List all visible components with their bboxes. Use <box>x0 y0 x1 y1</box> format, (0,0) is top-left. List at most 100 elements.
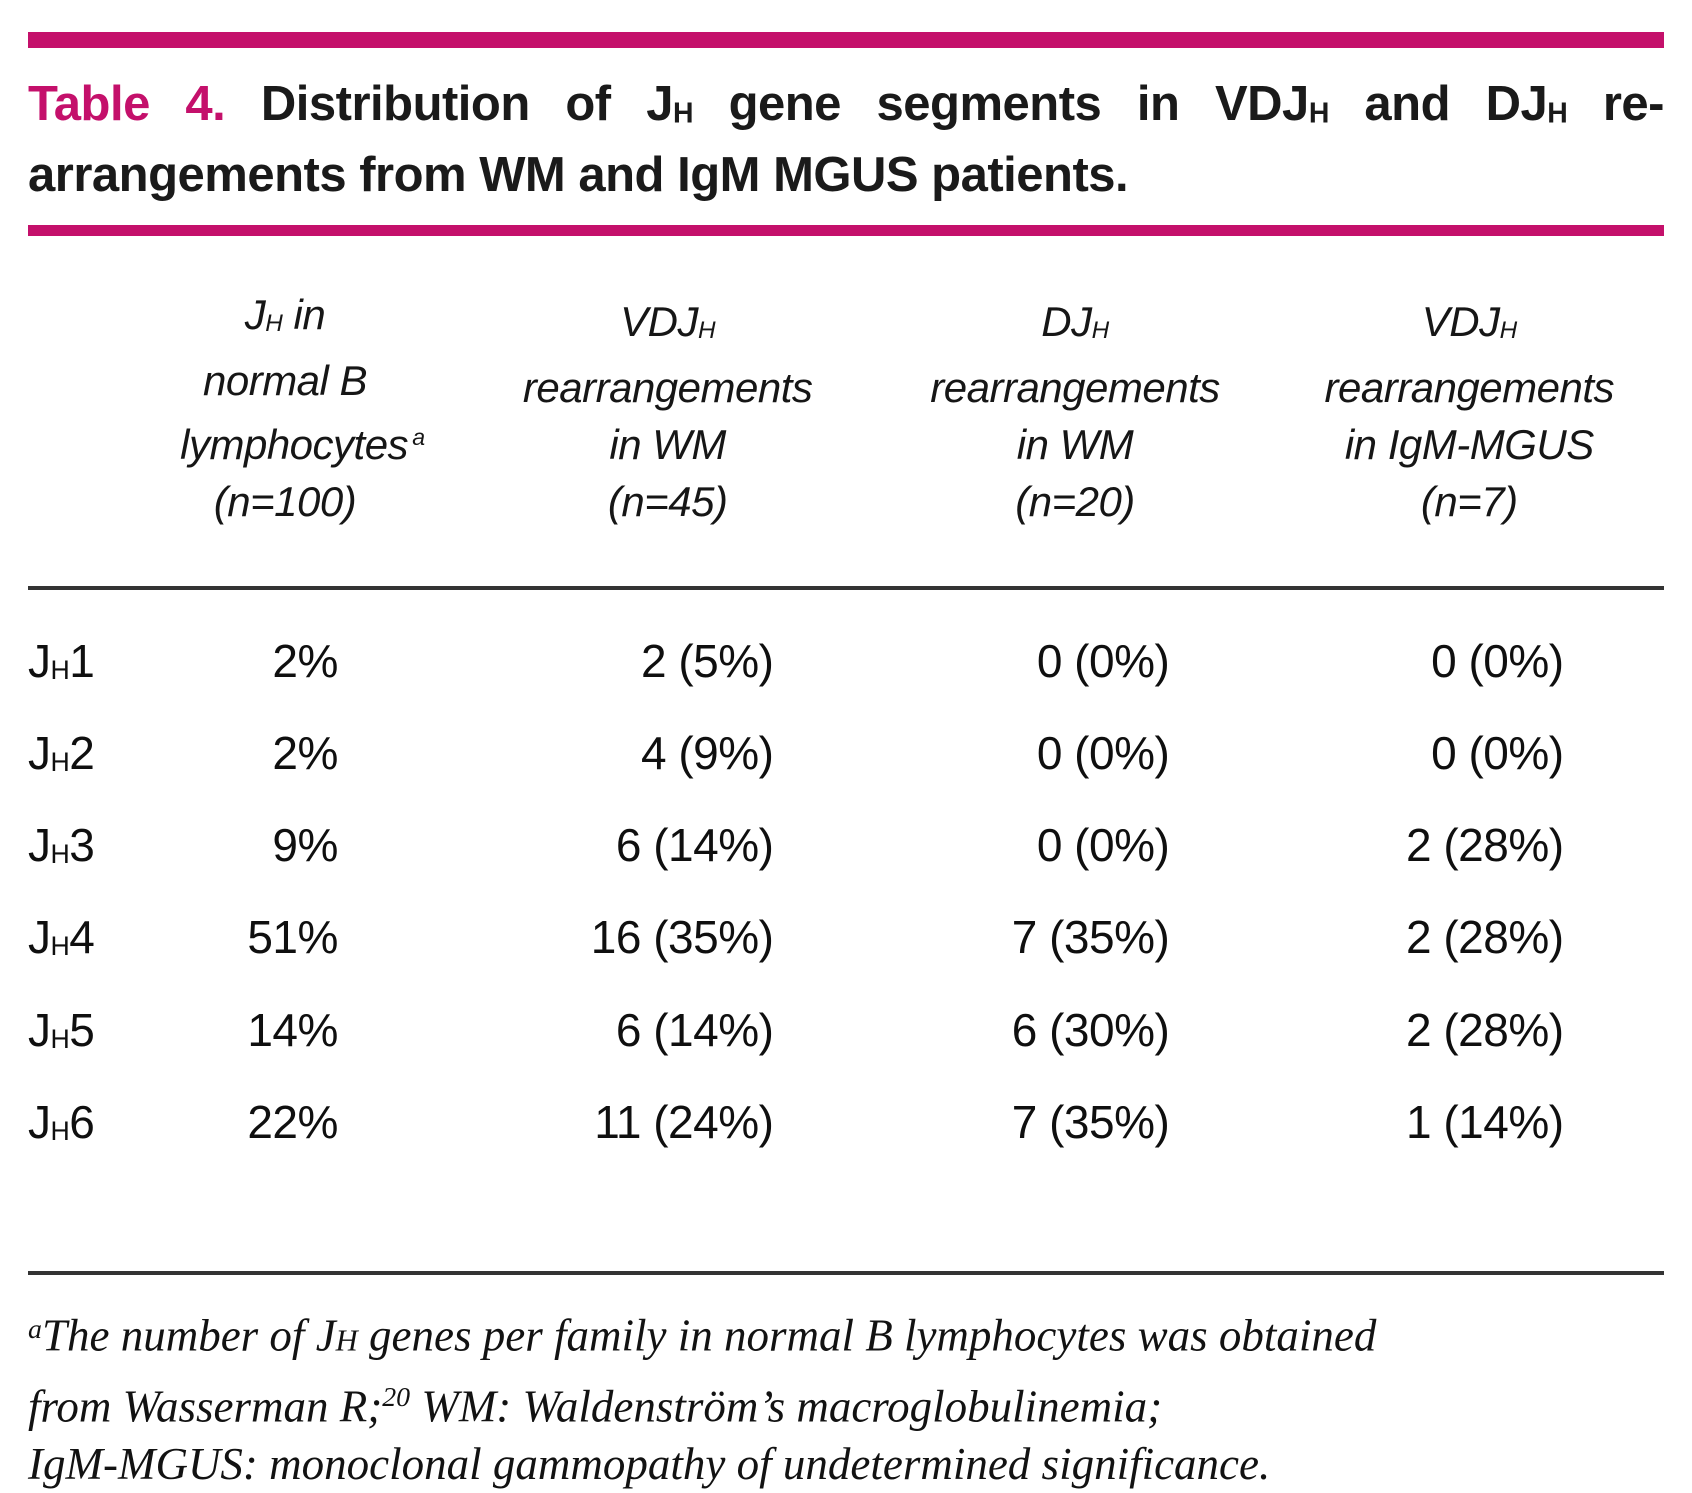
cell-vdj-mgus: 0 (0%) <box>1431 727 1564 780</box>
row-label: JH5 <box>28 989 180 1081</box>
cell-normal-b: 14% <box>247 1003 338 1056</box>
row-label: JH6 <box>28 1081 180 1173</box>
header-line: rearrangements <box>930 364 1220 412</box>
cell-vdj-wm: 11 (24%) <box>594 1095 774 1148</box>
cell-vdj-wm: 2 (5%) <box>640 635 774 688</box>
subscript-h: H <box>1308 97 1330 130</box>
header-text: in <box>282 291 326 339</box>
cell-dj-wm: 7 (35%) <box>1011 911 1170 964</box>
header-line: normal B <box>202 357 368 405</box>
cell-vdj-mgus: 2 (28%) <box>1405 911 1564 964</box>
header-line: VDJH <box>1275 293 1664 359</box>
header-line: (n=20) <box>1015 478 1135 526</box>
cell-normal-b: 2% <box>272 635 338 688</box>
footnote: aThe number of JH genes per family in no… <box>28 1301 1664 1493</box>
footnote-text: WM: Waldenström’s macroglobulinemia; <box>410 1381 1163 1432</box>
header-text: VDJ <box>1421 298 1500 346</box>
footnote-text: genes per family in normal B lymphocytes… <box>357 1310 1377 1361</box>
title-text: re- <box>1567 77 1665 131</box>
header-line: JH in <box>180 286 390 352</box>
paper-table-figure: Table 4. Distribution of JH gene segment… <box>0 32 1692 1489</box>
subscript-h: H <box>50 1023 70 1054</box>
cell-dj-wm: 6 (30%) <box>1011 1003 1170 1056</box>
row-label: JH4 <box>28 896 180 988</box>
row-label-text: J <box>28 1095 51 1148</box>
footnote-text: The number of J <box>41 1310 336 1361</box>
row-label-text: 3 <box>69 819 95 872</box>
subscript-h: H <box>672 97 694 130</box>
cell-vdj-mgus: 0 (0%) <box>1431 635 1564 688</box>
table-number-label: Table 4. <box>28 77 226 131</box>
cell-vdj-wm: 6 (14%) <box>615 1003 774 1056</box>
row-label-text: 1 <box>69 635 95 688</box>
footnote-text: from Wasserman R; <box>28 1381 383 1432</box>
header-text: VDJ <box>620 298 699 346</box>
cell-normal-b: 51% <box>247 911 338 964</box>
column-header-normal-b: JH in normal B lymphocytes a (n=100) <box>180 286 460 530</box>
footnote-divider-rule <box>28 1270 1664 1275</box>
subscript-h: H <box>265 310 283 338</box>
header-line: lymphocytes a <box>180 409 425 473</box>
cell-dj-wm: 7 (35%) <box>1011 1095 1170 1148</box>
title-text: Distribution of J <box>225 77 674 131</box>
cell-vdj-wm: 16 (35%) <box>590 911 774 964</box>
cell-vdj-mgus: 2 (28%) <box>1405 819 1564 872</box>
header-line: (n=45) <box>607 478 728 526</box>
subscript-h: H <box>1091 317 1110 345</box>
mid-accent-rule <box>28 225 1664 237</box>
header-line: rearrangements <box>522 364 813 412</box>
table-title-line2: arrangements from WM and IgM MGUS patien… <box>28 148 1129 203</box>
row-label-text: J <box>28 1003 51 1056</box>
footnote-line: IgM-MGUS: monoclonal gammopathy of undet… <box>28 1438 1271 1489</box>
header-line: in IgM-MGUS <box>1344 421 1594 469</box>
header-line: VDJH <box>460 293 876 359</box>
header-line: rearrangements <box>1324 364 1615 412</box>
subscript-h: H <box>50 655 70 686</box>
cell-normal-b: 9% <box>272 819 338 872</box>
header-line: DJH <box>875 293 1274 359</box>
cell-normal-b: 22% <box>247 1095 338 1148</box>
row-label-text: J <box>28 727 51 780</box>
column-header-vdj-mgus: VDJH rearrangements in IgM-MGUS (n=7) <box>1275 293 1664 530</box>
footnote-line: from Wasserman R;20 WM: Waldenström’s ma… <box>28 1369 1664 1435</box>
superscript-a: a <box>412 424 425 451</box>
header-line: in WM <box>609 421 726 469</box>
header-line: in WM <box>1016 421 1134 469</box>
row-label-text: 2 <box>69 727 95 780</box>
title-text: and DJ <box>1328 77 1548 131</box>
row-label: JH1 <box>28 620 180 712</box>
row-label-text: 5 <box>69 1003 95 1056</box>
cell-vdj-mgus: 1 (14%) <box>1405 1095 1564 1148</box>
column-header-vdj-wm: VDJH rearrangements in WM (n=45) <box>460 293 876 530</box>
row-label-text: J <box>28 819 51 872</box>
header-divider-rule <box>28 586 1664 591</box>
table-title: Table 4. Distribution of JH gene segment… <box>28 73 1664 206</box>
cell-dj-wm: 0 (0%) <box>1036 727 1170 780</box>
small-h: H <box>335 1323 358 1358</box>
footnote-line: aThe number of JH genes per family in no… <box>28 1301 1664 1370</box>
header-line: (n=100) <box>213 478 357 526</box>
cell-dj-wm: 0 (0%) <box>1036 635 1170 688</box>
subscript-h: H <box>50 839 70 870</box>
row-label-text: J <box>28 635 51 688</box>
subscript-h: H <box>698 317 716 345</box>
row-label: JH3 <box>28 804 180 896</box>
header-text: lymphocytes <box>180 421 409 469</box>
subscript-h: H <box>1499 317 1518 345</box>
cell-vdj-wm: 4 (9%) <box>640 727 774 780</box>
header-text: DJ <box>1041 298 1092 346</box>
subscript-h: H <box>50 931 70 962</box>
table-title-line1: Table 4. Distribution of JH gene segment… <box>28 73 1664 144</box>
header-text: J <box>244 291 266 339</box>
footnote-reference-number: 20 <box>382 1382 411 1414</box>
cell-dj-wm: 0 (0%) <box>1036 819 1170 872</box>
row-label-text: 4 <box>69 911 95 964</box>
footnote-superscript-a: a <box>28 1313 42 1345</box>
cell-vdj-wm: 6 (14%) <box>615 819 774 872</box>
data-table: JH in normal B lymphocytes a (n=100) VDJH… <box>28 286 1664 1275</box>
header-line: (n=7) <box>1420 478 1518 526</box>
row-label: JH2 <box>28 712 180 804</box>
subscript-h: H <box>50 1115 70 1146</box>
cell-normal-b: 2% <box>272 727 338 780</box>
subscript-h: H <box>1547 97 1568 130</box>
